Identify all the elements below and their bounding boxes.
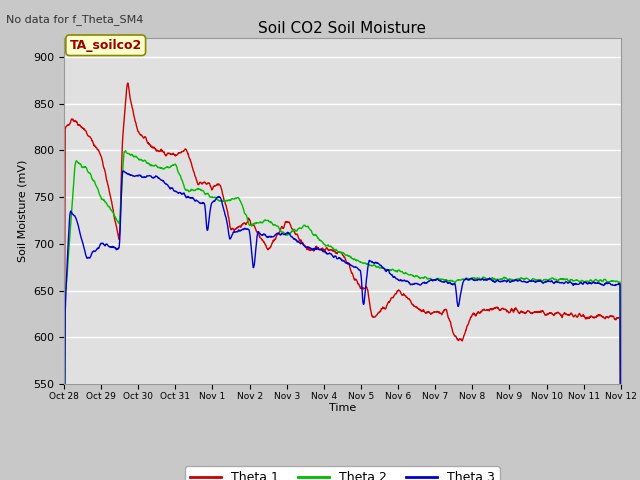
Theta 2 xyxy=(171,162,179,168)
Theta 1 xyxy=(502,307,509,312)
Theta 2 xyxy=(429,277,437,283)
Theta 3 xyxy=(502,278,509,284)
Line: Theta 1: Theta 1 xyxy=(64,83,621,480)
Theta 2 xyxy=(551,276,559,282)
Theta 3 xyxy=(120,168,127,174)
Theta 3 xyxy=(171,188,179,194)
X-axis label: Time: Time xyxy=(329,403,356,413)
Theta 2 xyxy=(502,275,509,280)
Theta 2 xyxy=(122,148,129,154)
Legend: Theta 1, Theta 2, Theta 3: Theta 1, Theta 2, Theta 3 xyxy=(185,466,500,480)
Theta 2 xyxy=(246,222,254,228)
Theta 3 xyxy=(551,279,559,285)
Line: Theta 2: Theta 2 xyxy=(64,151,621,480)
Theta 1 xyxy=(124,80,132,86)
Theta 2 xyxy=(184,188,192,193)
Theta 1 xyxy=(171,152,179,158)
Theta 1 xyxy=(246,220,254,226)
Text: No data for f_Theta_SM4: No data for f_Theta_SM4 xyxy=(6,14,144,25)
Line: Theta 3: Theta 3 xyxy=(64,171,621,480)
Theta 1 xyxy=(551,311,559,316)
Y-axis label: Soil Moisture (mV): Soil Moisture (mV) xyxy=(17,160,28,263)
Theta 3 xyxy=(246,237,254,243)
Theta 1 xyxy=(429,310,437,315)
Text: TA_soilco2: TA_soilco2 xyxy=(70,39,142,52)
Title: Soil CO2 Soil Moisture: Soil CO2 Soil Moisture xyxy=(259,21,426,36)
Theta 1 xyxy=(184,151,192,157)
Theta 3 xyxy=(184,193,192,199)
Theta 3 xyxy=(429,277,437,283)
